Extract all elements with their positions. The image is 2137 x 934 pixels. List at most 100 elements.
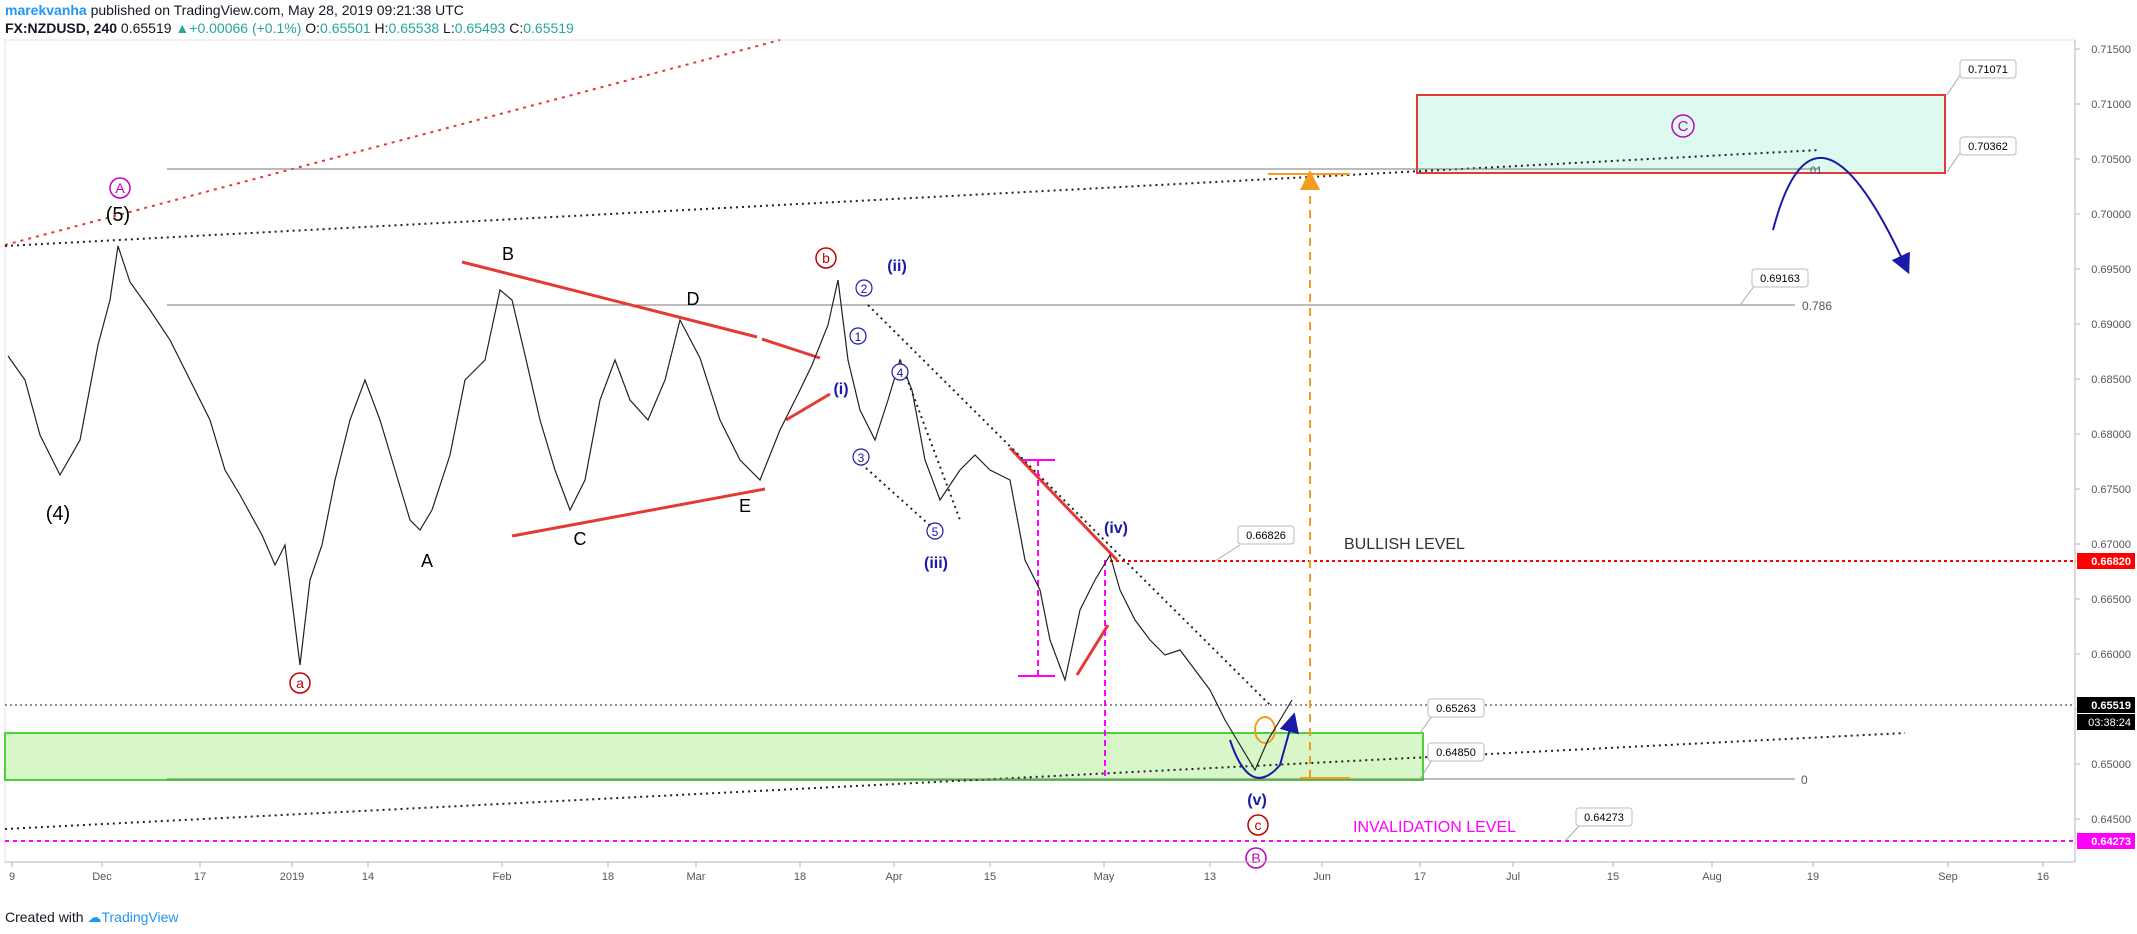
price-tick-label: 0.65000 <box>2091 759 2131 771</box>
time-tick-label: Mar <box>687 871 706 883</box>
wave-iv-line <box>1008 446 1119 562</box>
tradingview-logo-icon[interactable]: ☁ <box>87 909 102 925</box>
time-axis[interactable]: 9 Dec 17 2019 14 Feb 18 Mar 18 Apr 15 May 13 Jun 17 Jul… <box>9 862 2049 883</box>
price-change: +0.00066 (+0.1%) <box>189 20 302 36</box>
symbol-label[interactable]: FX:NZDUSD, 240 <box>5 20 118 36</box>
invalidation-level-text: INVALIDATION LEVEL <box>1353 819 1516 836</box>
triangle-C-label: C <box>574 529 587 549</box>
wave-A-circled: A <box>115 180 125 196</box>
price-tick-label: 0.66000 <box>2091 649 2131 661</box>
price-tick-label: 0.68500 <box>2091 374 2131 386</box>
low-value: 0.65493 <box>454 20 506 36</box>
wave-v-label: (v) <box>1247 792 1267 809</box>
time-tick-label: 9 <box>9 871 15 883</box>
callout-64273: 0.64273 <box>1584 812 1624 824</box>
wave-i-label: (i) <box>833 381 848 398</box>
minor-3-label: 3 <box>858 451 865 465</box>
channel-4-5 <box>899 359 961 521</box>
forecast-arc <box>1772 156 1910 275</box>
callout-64850: 0.64850 <box>1436 747 1476 759</box>
countdown-badge <box>2077 714 2135 730</box>
bullish-level-text: BULLISH LEVEL <box>1344 536 1465 553</box>
time-tick-label: 14 <box>362 871 374 883</box>
wave-ii-label: (ii) <box>887 258 907 275</box>
reversal-highlight <box>1254 716 1276 744</box>
time-tick-label: Jul <box>1506 871 1520 883</box>
chart-pane <box>4 39 2076 863</box>
footer: Created with ☁TradingView <box>5 909 179 926</box>
support-zone <box>4 732 1424 781</box>
callout-65263: 0.65263 <box>1436 703 1476 715</box>
publish-info: published on TradingView.com, May 28, 20… <box>90 2 464 18</box>
price-tick-label: 0.71000 <box>2091 99 2131 111</box>
downtrend-line <box>867 304 1271 706</box>
price-tick-label: 0.70500 <box>2091 154 2131 166</box>
open-value: 0.65501 <box>320 20 371 36</box>
price-tick-label: 0.67500 <box>2091 484 2131 496</box>
close-value: 0.65519 <box>523 20 574 36</box>
price-tick-label: 0.71500 <box>2091 44 2131 56</box>
minor-2-label: 2 <box>861 282 868 296</box>
callout-70362: 0.70362 <box>1968 141 2008 153</box>
minor-4-label: 4 <box>897 366 904 380</box>
triangle-lower-line <box>511 487 766 538</box>
countdown-text: 03:38:24 <box>2088 717 2131 729</box>
wave-a-circled: a <box>296 675 304 691</box>
price-tick-label: 0.66500 <box>2091 594 2131 606</box>
triangle-upper-line-2 <box>761 337 821 360</box>
wave-c-circled: c <box>1255 817 1262 833</box>
invalidation-price-text: 0.64273 <box>2091 836 2131 848</box>
price-tick-label: 0.69000 <box>2091 319 2131 331</box>
target-zone <box>1416 94 1946 174</box>
current-price-text: 0.65519 <box>2091 700 2131 712</box>
low-label: L: <box>443 20 455 36</box>
time-tick-label: 16 <box>2037 871 2049 883</box>
time-tick-label: Apr <box>885 871 902 883</box>
wave-iv-flag <box>1075 624 1110 676</box>
callout-66826: 0.66826 <box>1246 530 1286 542</box>
high-value: 0.65538 <box>388 20 440 36</box>
author-link[interactable]: marekvanha <box>5 2 87 18</box>
fib-786-label: 0.786 <box>1802 299 1832 313</box>
price-tick-label: 0.68000 <box>2091 429 2131 441</box>
price-tick-label: 0.69500 <box>2091 264 2131 276</box>
wave-iii-label: (iii) <box>924 555 948 572</box>
time-tick-label: 19 <box>1807 871 1819 883</box>
time-tick-label: 13 <box>1204 871 1216 883</box>
triangle-A-label: A <box>421 551 433 571</box>
triangle-upper-line <box>461 260 758 339</box>
wave-iv-label: (iv) <box>1104 520 1128 537</box>
wave-b-circled: b <box>822 250 830 266</box>
close-label: C: <box>509 20 524 36</box>
wave-C-circled: C <box>1678 118 1689 135</box>
tradingview-link[interactable]: TradingView <box>101 909 179 925</box>
wave-5-label: (5) <box>106 204 130 226</box>
up-arrow-icon: ▲ <box>175 20 190 36</box>
price-tick-label: 0.70000 <box>2091 209 2131 221</box>
time-tick-label: Jun <box>1313 871 1331 883</box>
time-tick-label: 2019 <box>280 871 304 883</box>
wave-4-label: (4) <box>46 503 70 525</box>
time-tick-label: 17 <box>1414 871 1426 883</box>
price-tick-label: 0.67000 <box>2091 539 2131 551</box>
triangle-D-label: D <box>687 289 700 309</box>
last-price: 0.65519 <box>120 20 172 36</box>
bullish-price-text: 0.66820 <box>2091 556 2131 568</box>
chart-header: marekvanha published on TradingView.com,… <box>0 0 2137 40</box>
bounce-arrow <box>1229 712 1299 779</box>
time-tick-label: 15 <box>1607 871 1619 883</box>
fib-1-label: 01 <box>1810 165 1822 177</box>
current-price-badge <box>2077 697 2135 713</box>
time-tick-label: Dec <box>92 871 112 883</box>
time-tick-label: Sep <box>1938 871 1958 883</box>
time-tick-label: Aug <box>1702 871 1722 883</box>
time-tick-label: Feb <box>493 871 512 883</box>
invalidation-price-badge <box>2077 833 2135 849</box>
price-series <box>7 245 1293 772</box>
triangle-B-label: B <box>502 244 514 264</box>
minor-1-label: 1 <box>855 330 862 344</box>
minor-5-label: 5 <box>932 525 939 539</box>
high-label: H: <box>374 20 389 36</box>
wave-B-circled: B <box>1251 850 1260 866</box>
